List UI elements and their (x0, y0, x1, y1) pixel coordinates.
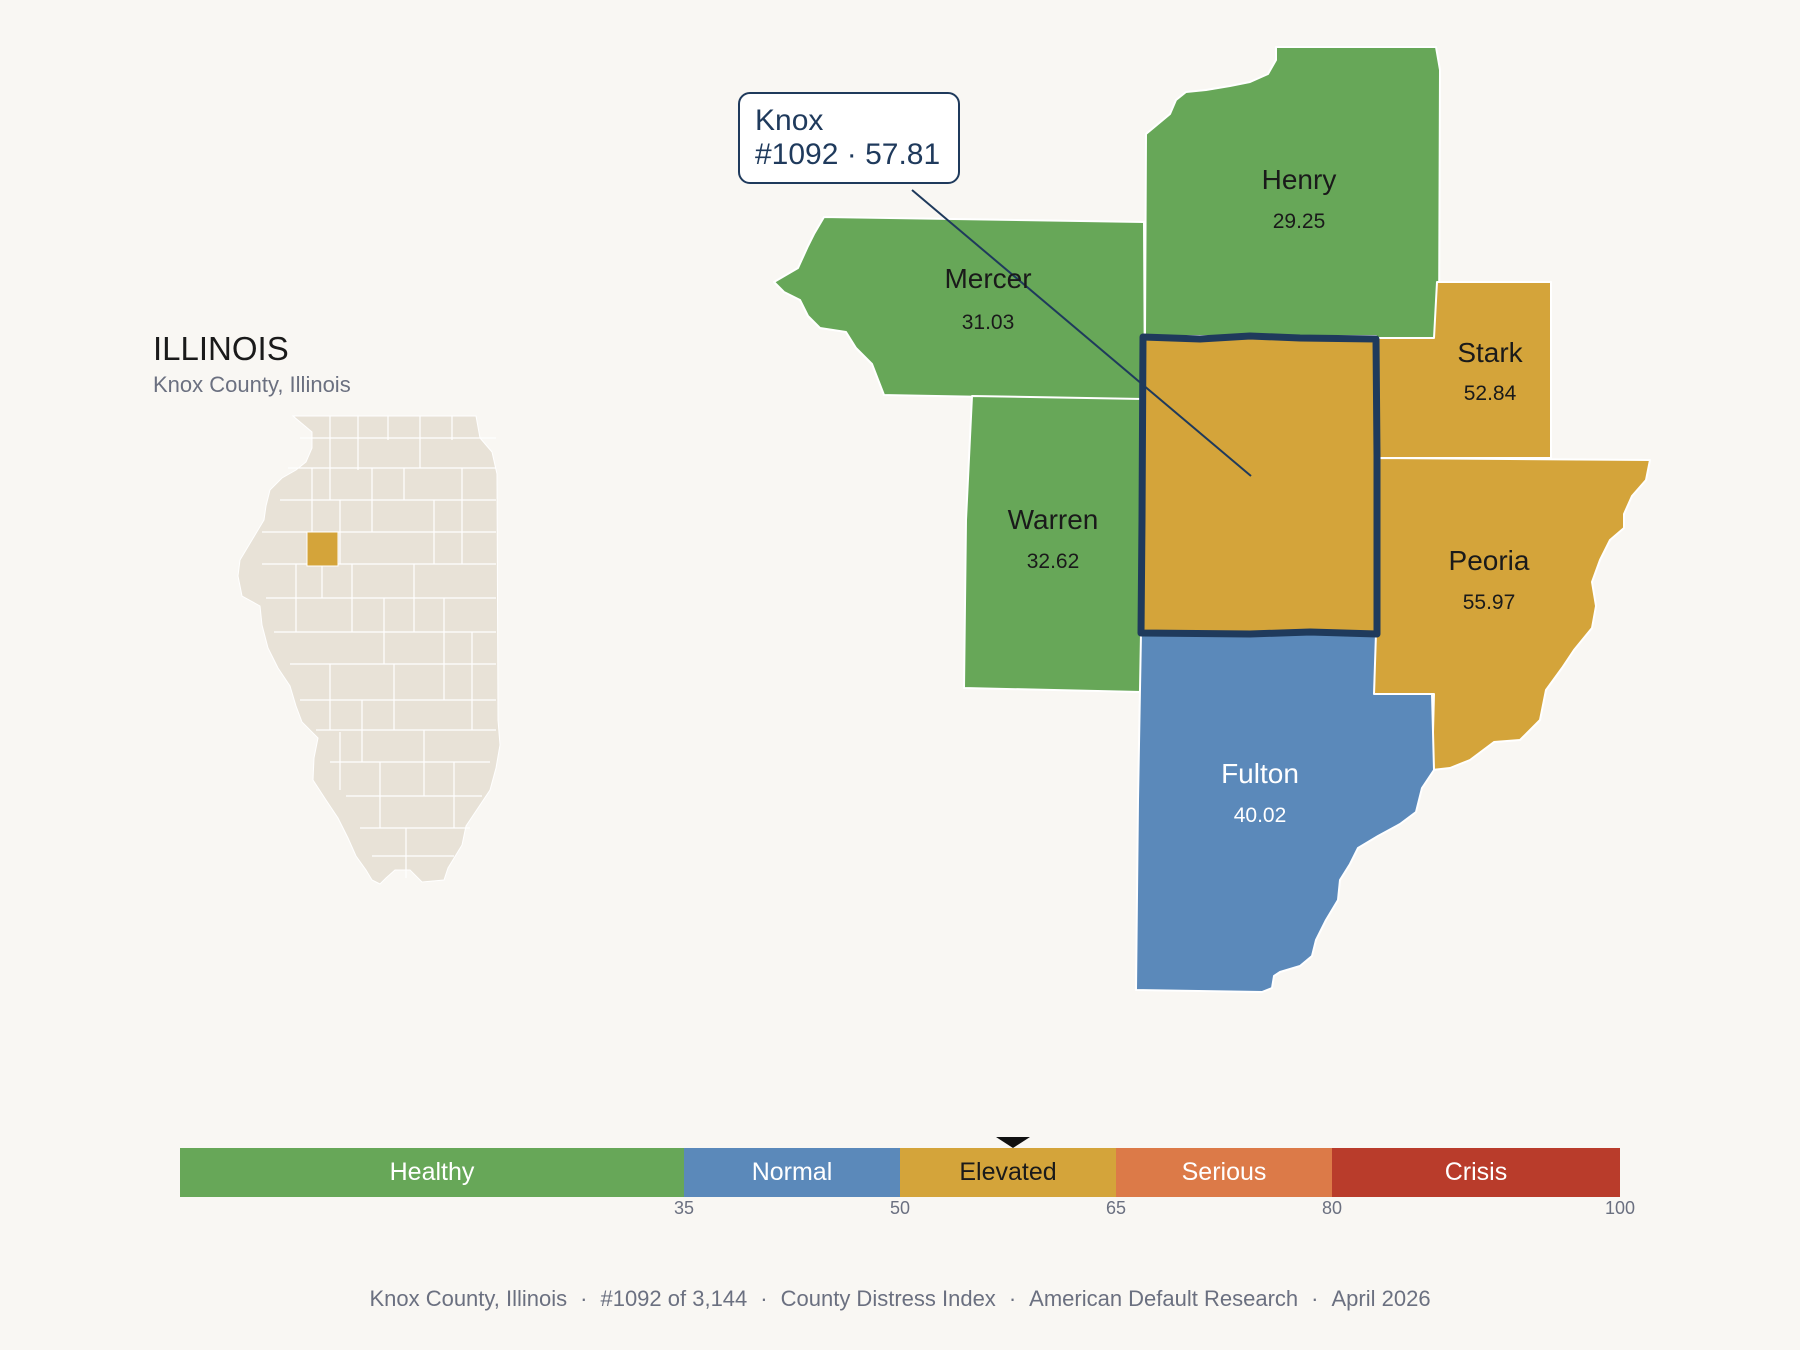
footer-source: American Default Research (1029, 1286, 1299, 1311)
county-value-peoria: 55.97 (1463, 591, 1516, 614)
legend-normal: Normal (684, 1148, 900, 1197)
illinois-inset-map (237, 415, 501, 885)
legend-crisis: Crisis (1332, 1148, 1620, 1197)
distress-legend: Healthy Normal Elevated Serious Crisis (180, 1148, 1620, 1197)
county-knox[interactable] (1137, 332, 1381, 638)
legend-healthy: Healthy (180, 1148, 684, 1197)
tooltip-county-name: Knox (755, 104, 824, 137)
county-label-stark: Stark (1457, 337, 1523, 368)
tooltip-leader-line (911, 189, 1252, 477)
county-label-fulton: Fulton (1221, 758, 1299, 789)
legend-tick: 65 (1105, 1198, 1127, 1218)
footer-rank: #1092 of 3,144 (600, 1286, 748, 1311)
regional-map (773, 46, 1651, 993)
legend-tick: 100 (1604, 1198, 1636, 1218)
county-value-stark: 52.84 (1464, 382, 1517, 405)
county-value-warren: 32.62 (1027, 550, 1080, 573)
county-fulton[interactable] (1135, 632, 1435, 993)
county-label-peoria: Peoria (1449, 545, 1530, 576)
county-warren[interactable] (963, 395, 1144, 693)
footer-county: Knox County, Illinois (369, 1286, 568, 1311)
county-label-mercer: Mercer (944, 263, 1031, 294)
state-title: ILLINOIS (153, 330, 289, 367)
legend-value-marker (996, 1137, 1030, 1148)
county-value-henry: 29.25 (1273, 210, 1326, 233)
footer-caption: Knox County, Illinois · #1092 of 3,144 · Cou… (369, 1286, 1431, 1311)
county-grid-lines (262, 416, 496, 878)
county-value-fulton: 40.02 (1234, 804, 1287, 827)
knox-inset-highlight[interactable] (306, 531, 339, 567)
illinois-state-shape (237, 415, 501, 885)
legend-serious: Serious (1116, 1148, 1332, 1197)
county-value-mercer: 31.03 (962, 311, 1015, 334)
county-labels: Mercer 31.03 Henry 29.25 Stark 52.84 War… (944, 164, 1529, 827)
county-label-henry: Henry (1262, 164, 1337, 195)
state-subtitle: Knox County, Illinois (153, 372, 351, 397)
legend-tick: 50 (889, 1198, 911, 1218)
legend-elevated: Elevated (900, 1148, 1116, 1197)
footer-date: April 2026 (1331, 1286, 1431, 1311)
footer-index: County Distress Index (780, 1286, 996, 1311)
county-label-warren: Warren (1008, 504, 1099, 535)
knox-tooltip: Knox #1092 · 57.81 (738, 92, 960, 184)
county-mercer[interactable] (773, 216, 1146, 401)
tooltip-rank-score: #1092 · 57.81 (755, 138, 941, 171)
legend-tick: 80 (1321, 1198, 1343, 1218)
legend-tick: 35 (673, 1198, 695, 1218)
